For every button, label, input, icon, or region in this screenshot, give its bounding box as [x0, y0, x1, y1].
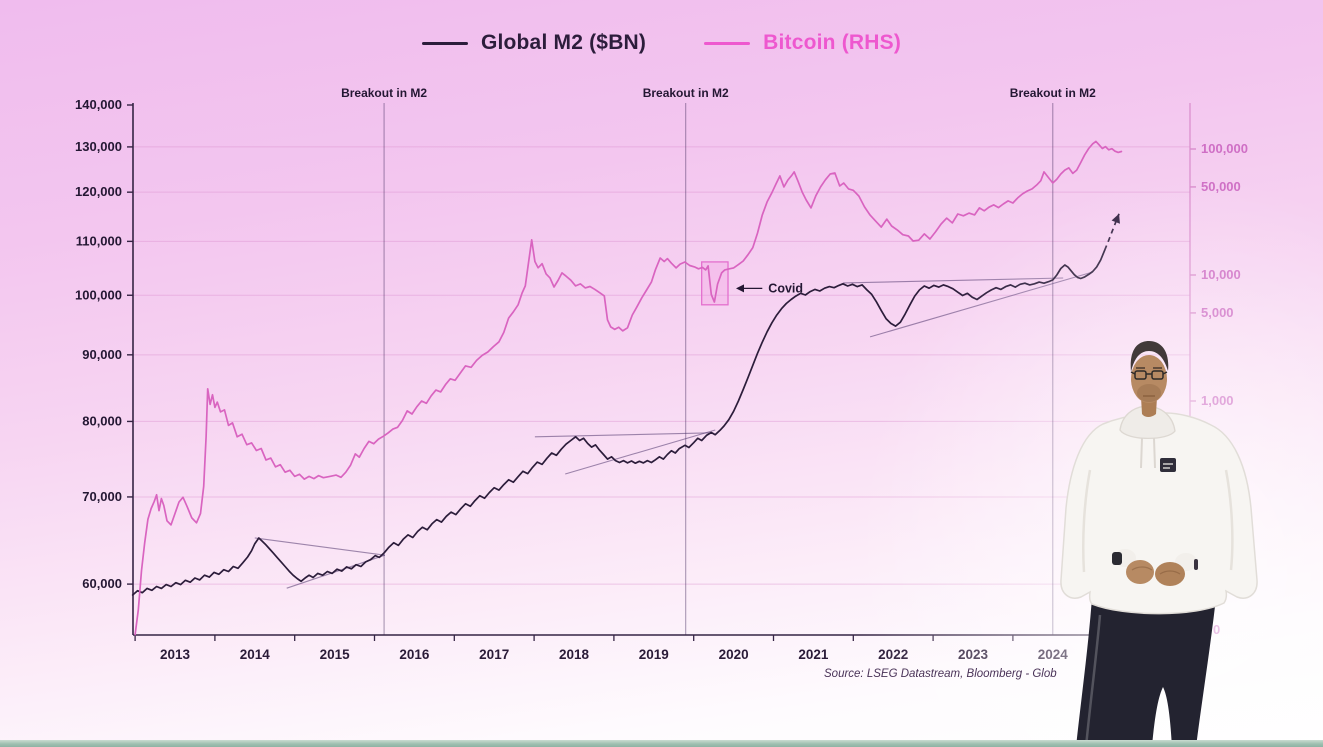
presenter-hoodie-shading-left: [1082, 469, 1092, 573]
presenter-hair: [1130, 341, 1169, 372]
presenter-hood: [1119, 405, 1176, 439]
presenter-hood-drawstrings: [1140, 437, 1156, 469]
source-note: Source: LSEG Datastream, Bloomberg - Glo…: [824, 668, 1057, 680]
presenter-watch: [1112, 552, 1122, 565]
presenter-glasses: [1130, 370, 1168, 380]
presenter-hoodie: [1060, 412, 1258, 615]
m2-line-swatch: [421, 41, 468, 45]
presenter-right-hand: [1155, 562, 1185, 586]
presenter-jaw-shading: [1137, 384, 1161, 402]
presenter-pants-stripe: [1084, 614, 1102, 747]
presenter-bracelet: [1194, 559, 1198, 570]
legend-label-bitcoin: Bitcoin (RHS): [763, 31, 902, 54]
presenter-head: [1131, 355, 1167, 403]
legend-item-global-m2: Global M2 ($BN): [421, 31, 647, 55]
bitcoin-line-swatch: [704, 41, 751, 45]
presenter-pants: [1076, 598, 1216, 747]
video-progress-bar[interactable]: [0, 740, 1323, 747]
presenter-hoodie-shading-right: [1224, 469, 1234, 571]
chart-legend: Global M2 ($BN) Bitcoin (RHS): [0, 31, 1323, 55]
presenter-finger-lines: [1131, 566, 1181, 575]
legend-label-global-m2: Global M2 ($BN): [480, 31, 647, 54]
presenter-chest-logo: [1160, 458, 1176, 472]
presenter-chest-logo-mark: [1163, 463, 1173, 469]
presenter-left-hand: [1126, 560, 1154, 584]
legend-item-bitcoin: Bitcoin (RHS): [704, 31, 901, 55]
